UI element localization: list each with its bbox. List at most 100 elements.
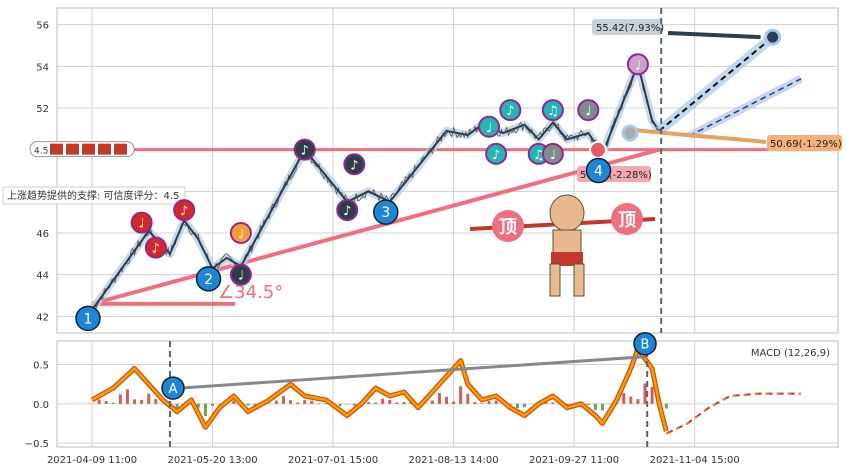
macd-hist-bar — [296, 403, 299, 404]
macd-hist-bar — [353, 404, 356, 406]
top-text-2: 顶 — [618, 210, 636, 231]
macd-hist-bar — [523, 404, 526, 407]
macd-tick-label: 0.5 — [33, 361, 49, 372]
macd-hist-bar — [587, 404, 590, 405]
x-tick-label: 2021-07-01 15:00 — [288, 455, 378, 466]
note-glyph-10: ♪ — [506, 104, 514, 119]
macd-hist-bar — [495, 401, 498, 404]
macd-hist-bar — [622, 393, 625, 404]
resistance-value: 4.5 — [34, 147, 48, 157]
macd-hist-bar — [480, 403, 483, 404]
price-tick-label: 42 — [36, 312, 49, 323]
note-glyph-7: ♪ — [350, 158, 358, 173]
macd-hist-bar — [140, 400, 143, 404]
figure-head — [550, 195, 584, 231]
note-glyph-16: ♩ — [635, 58, 641, 73]
macd-hist-bar — [473, 402, 476, 404]
macd-hist-bar — [516, 404, 519, 408]
note-glyph-13: ♩ — [550, 148, 556, 163]
rating-box-5 — [114, 144, 127, 155]
macd-tick-label: 0.0 — [33, 400, 49, 411]
price-tick-label: 44 — [36, 271, 49, 282]
macd-hist-bar — [232, 400, 235, 403]
macd-hist-bar — [339, 404, 342, 406]
up-label: 55.42(7.93%) — [596, 23, 664, 34]
macd-hist-bar — [438, 393, 441, 404]
macd-hist-bar — [119, 394, 122, 403]
rating-box-3 — [82, 144, 95, 155]
macd-hist-bar — [665, 404, 668, 409]
x-tick-label: 2021-08-13 14:00 — [409, 455, 499, 466]
price-frame — [57, 8, 838, 333]
macd-hist-bar — [310, 401, 313, 404]
macd-hist-bar — [644, 383, 647, 403]
macd-hist-bar — [147, 394, 150, 404]
note-glyph-5: ♩ — [238, 269, 244, 284]
note-glyph-1: ♩ — [139, 217, 145, 232]
wave-label-1: 1 — [84, 311, 93, 327]
note-glyph-11: ♪ — [492, 148, 500, 163]
rating-box-4 — [98, 144, 111, 155]
macd-hist-bar — [105, 401, 108, 404]
note-glyph-6: ♪ — [301, 144, 309, 159]
macd-hist-bar — [246, 404, 249, 406]
top-text-1: 顶 — [499, 217, 517, 238]
macd-hist-bar — [452, 402, 455, 404]
macd-legend: MACD (12,26,9) — [751, 348, 830, 359]
note-glyph-4: ♩ — [238, 227, 244, 242]
macd-hist-bar — [636, 399, 639, 404]
price-panel: 42444648505254564.5∠34.5°上涨趋势提供的支撑: 可信度评… — [3, 8, 842, 333]
macd-hist-bar — [374, 403, 377, 404]
macd-hist-bar — [367, 402, 370, 404]
x-tick-label: 2021-11-04 15:00 — [650, 455, 740, 466]
macd-hist-bar — [431, 401, 434, 404]
macd-hist-bar — [651, 387, 654, 404]
note-glyph-15: ♩ — [585, 104, 591, 119]
macd-hist-bar — [98, 400, 101, 404]
figure-leg-left — [550, 264, 560, 296]
macd-hist-bar — [176, 404, 179, 408]
price-tick-label: 54 — [36, 62, 49, 73]
wave-label-3: 3 — [381, 205, 390, 221]
macd-hist-bar — [211, 404, 214, 406]
macd-hist-bar — [466, 394, 469, 404]
macd-marker-label-B: B — [641, 338, 650, 353]
flat-label: 50.69(-1.29%) — [770, 139, 842, 150]
wave-label-2: 2 — [204, 272, 213, 288]
rating-box-2 — [66, 144, 79, 155]
figure-leg-right — [574, 264, 584, 296]
macd-hist-bar — [275, 401, 278, 404]
note-glyph-8: ♪ — [343, 204, 351, 219]
macd-hist-bar — [395, 403, 398, 404]
x-tick-label: 2021-04-09 11:00 — [47, 455, 137, 466]
macd-tick-label: −0.5 — [25, 439, 49, 450]
macd-hist-bar — [289, 400, 292, 404]
forecast-up-dot — [766, 30, 780, 44]
rating-box-1 — [50, 144, 63, 155]
macd-marker-label-A: A — [169, 382, 178, 397]
macd-hist-bar — [601, 404, 604, 410]
macd-hist-bar — [445, 397, 448, 404]
price-tick-label: 46 — [36, 229, 49, 240]
macd-hist-bar — [126, 389, 129, 403]
macd-hist-bar — [402, 402, 405, 404]
macd-hist-bar — [112, 403, 115, 404]
note-glyph-9: ♩ — [486, 121, 492, 136]
wave-label-4: 4 — [594, 164, 603, 180]
price-tick-label: 52 — [36, 104, 49, 115]
macd-hist-bar — [388, 400, 391, 404]
angle-label: ∠34.5° — [218, 282, 283, 303]
macd-panel: 0.5 0.0 −0.5 A B MACD (12,26,9) — [25, 333, 838, 450]
note-glyph-3: ♪ — [180, 204, 188, 219]
macd-hist-bar — [204, 404, 207, 416]
macd-hist-bar — [551, 402, 554, 403]
forecast-mid-dot — [623, 126, 637, 140]
forecast-down-dot — [590, 142, 606, 158]
macd-hist-bar — [303, 400, 306, 404]
macd-hist-bar — [154, 399, 157, 404]
x-tick-label: 2021-09-27 11:00 — [529, 455, 619, 466]
macd-hist-bar — [381, 399, 384, 404]
